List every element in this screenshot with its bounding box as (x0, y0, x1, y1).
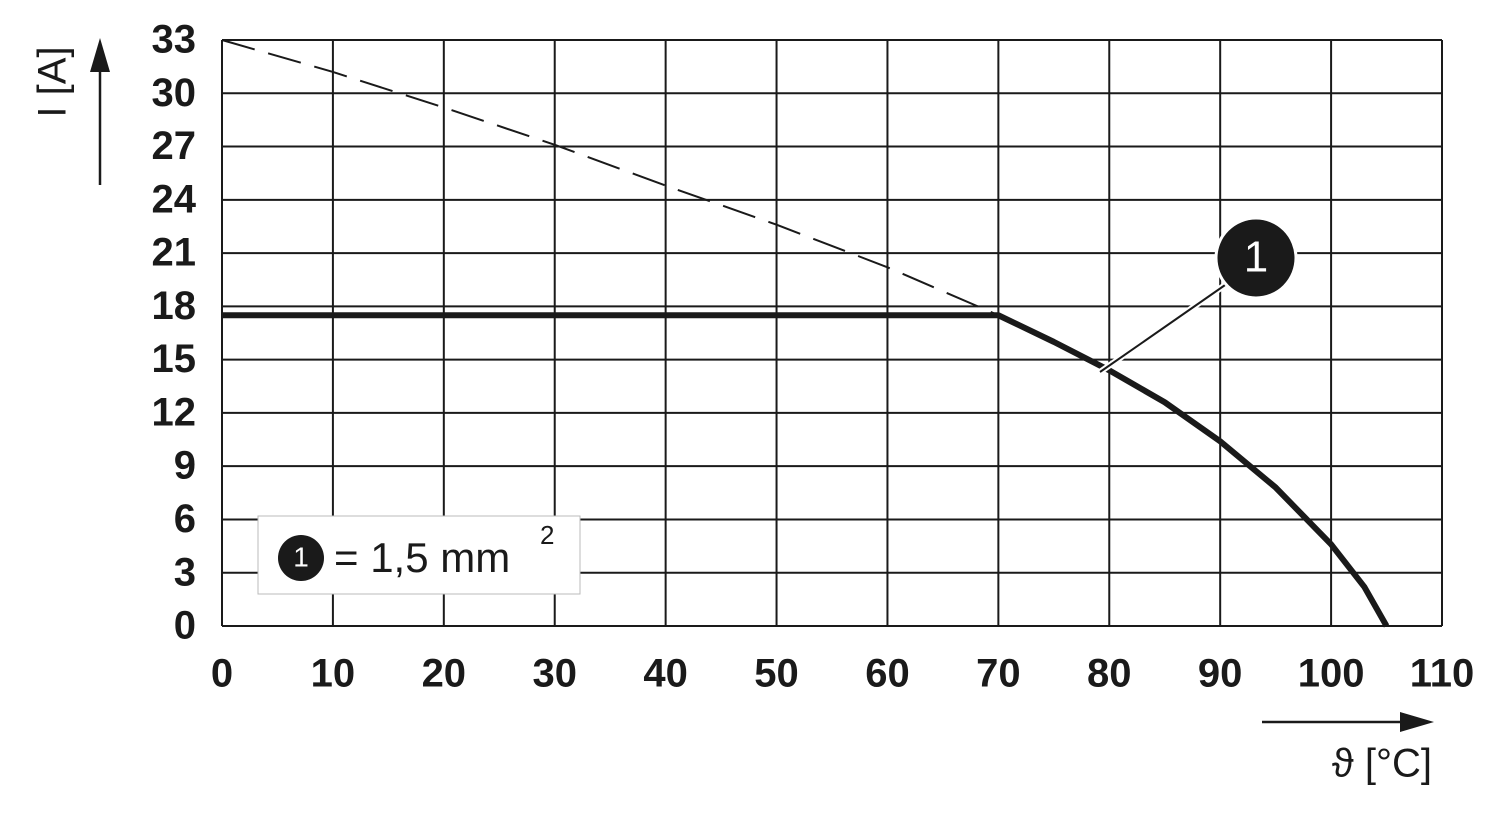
x-tick-label: 110 (1410, 652, 1475, 696)
y-tick-label: 24 (152, 177, 197, 221)
legend-superscript: 2 (540, 520, 554, 550)
y-tick-label: 3 (174, 550, 196, 594)
x-tick-label: 20 (422, 652, 467, 696)
y-tick-label: 0 (174, 604, 196, 648)
y-tick-label: 12 (152, 390, 197, 434)
y-tick-label: 21 (152, 231, 197, 275)
y-tick-label: 33 (152, 18, 197, 62)
callout-line (1099, 282, 1229, 373)
series-line (222, 312, 1390, 628)
legend-label: = 1,5 mm (334, 534, 510, 581)
x-tick-label: 90 (1198, 652, 1243, 696)
y-axis-label: I [A] (31, 46, 75, 117)
x-tick-label: 40 (643, 652, 688, 696)
x-tick-label: 30 (532, 652, 577, 696)
x-tick-label: 100 (1298, 652, 1365, 696)
x-tick-label: 0 (211, 652, 233, 696)
legend-marker (278, 535, 324, 581)
y-tick-label: 9 (174, 444, 196, 488)
x-tick-label: 70 (976, 652, 1021, 696)
y-tick-label: 27 (152, 124, 197, 168)
callout-label: 1 (1244, 233, 1268, 282)
x-axis-label: ϑ [°C] (1332, 742, 1432, 786)
y-arrowhead (90, 38, 110, 72)
callout-circle (1214, 216, 1298, 300)
y-tick-label: 18 (152, 284, 197, 328)
x-tick-label: 60 (865, 652, 910, 696)
y-tick-label: 6 (174, 497, 196, 541)
legend-marker-label: 1 (293, 541, 309, 572)
x-tick-label: 10 (311, 652, 356, 696)
x-tick-label: 80 (1087, 652, 1132, 696)
x-tick-label: 50 (754, 652, 799, 696)
x-arrowhead (1400, 712, 1434, 732)
series-line (221, 39, 999, 317)
y-tick-label: 30 (152, 71, 197, 115)
y-tick-label: 15 (152, 337, 197, 381)
